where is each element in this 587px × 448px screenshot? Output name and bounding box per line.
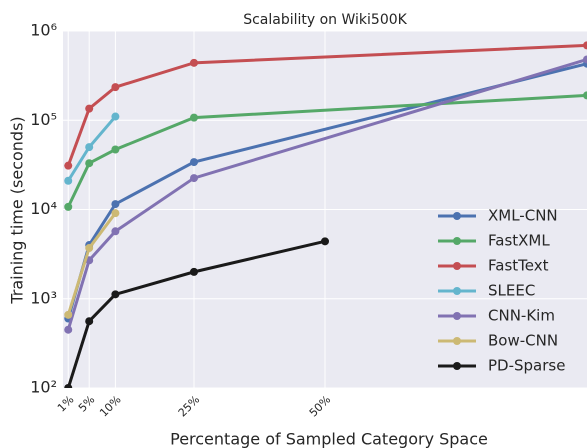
legend-marker <box>453 337 461 345</box>
data-point <box>111 112 120 121</box>
data-point <box>111 227 120 236</box>
legend-label: XML-CNN <box>488 207 558 225</box>
legend-marker <box>453 312 461 320</box>
data-point <box>111 209 120 218</box>
legend-label: FastXML <box>488 232 550 250</box>
legend-label: PD-Sparse <box>488 357 565 375</box>
y-tick-label: 10⁵ <box>30 110 57 129</box>
legend-label: SLEEC <box>488 282 535 300</box>
y-axis-label: Training time (seconds) <box>8 116 27 304</box>
data-point <box>111 290 120 299</box>
x-tick-label: 5% <box>76 393 98 415</box>
legend-marker <box>453 362 461 370</box>
legend-marker <box>453 212 461 220</box>
legend-marker <box>453 287 461 295</box>
x-axis-label: Percentage of Sampled Category Space <box>170 430 488 448</box>
y-tick-label: 10² <box>30 378 57 397</box>
y-tick-label: 10³ <box>30 288 57 307</box>
legend-marker <box>453 237 461 245</box>
data-point <box>85 159 94 168</box>
x-tick-label: 1% <box>55 393 77 415</box>
x-tick-label: 50% <box>307 393 333 419</box>
data-point <box>583 55 587 64</box>
legend-label: FastText <box>488 257 549 275</box>
legend-marker <box>453 262 461 270</box>
data-point <box>85 317 94 326</box>
y-tick-label: 10⁴ <box>30 199 57 218</box>
data-point <box>190 174 198 183</box>
data-point <box>111 145 120 154</box>
data-point <box>190 267 198 276</box>
data-point <box>64 161 73 170</box>
data-point <box>111 200 120 209</box>
data-point <box>321 237 329 246</box>
x-tick-label: 10% <box>97 393 123 419</box>
data-point <box>85 244 94 253</box>
data-point <box>190 158 198 167</box>
data-point <box>85 104 94 113</box>
data-point <box>190 58 198 67</box>
legend-label: Bow-CNN <box>488 332 558 350</box>
data-point <box>85 143 94 152</box>
data-point <box>64 176 73 185</box>
x-tick-label: 25% <box>176 393 202 419</box>
data-point <box>583 91 587 100</box>
data-point <box>64 310 73 319</box>
data-point <box>190 113 198 122</box>
legend-label: CNN-Kim <box>488 307 555 325</box>
data-point <box>64 325 73 334</box>
chart-title: Scalability on Wiki500K <box>243 12 407 28</box>
data-point <box>583 41 587 50</box>
data-point <box>64 202 73 211</box>
data-point <box>111 83 120 92</box>
data-point <box>64 384 73 388</box>
y-tick-label: 10⁶ <box>30 21 57 40</box>
